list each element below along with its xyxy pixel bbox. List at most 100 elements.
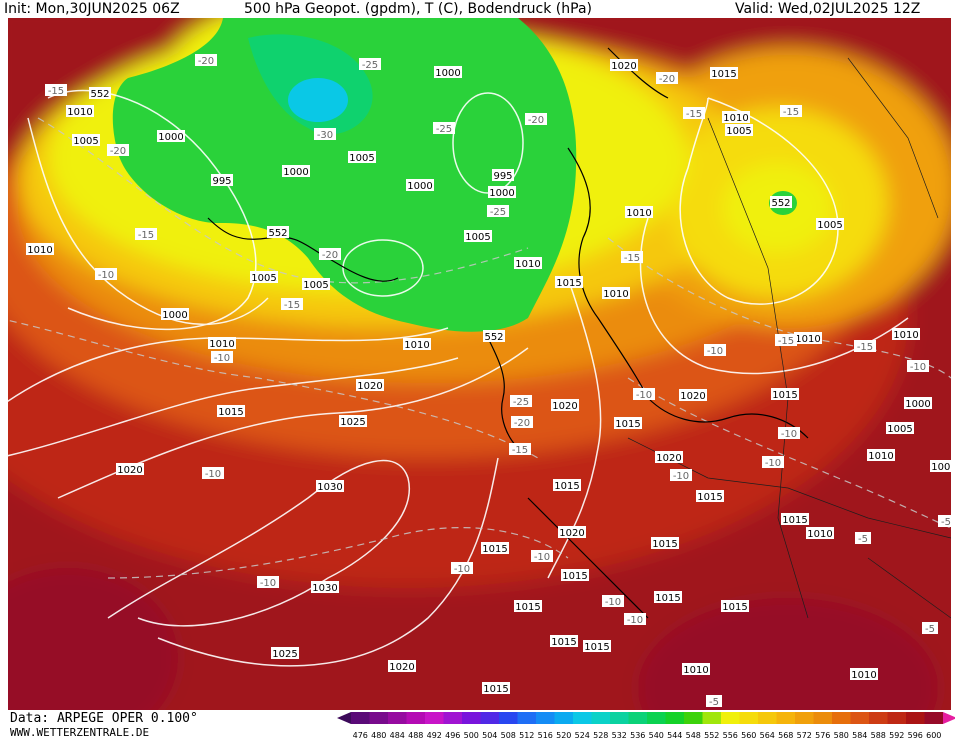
pressure-label: 995 — [492, 169, 514, 182]
pressure-label-box — [356, 379, 384, 391]
temperature-label-box — [602, 595, 624, 607]
pressure-label: 1005 — [72, 134, 100, 147]
pressure-label: 1010 — [722, 111, 750, 124]
colorbar-swatch — [425, 712, 444, 724]
pressure-label-box — [492, 169, 514, 181]
geopotential-label: 552 — [267, 226, 289, 239]
colorbar-swatch — [554, 712, 573, 724]
colorbar-tick-label: 508 — [501, 731, 516, 740]
pressure-label-text: 1005 — [726, 126, 751, 137]
weather-map-canvas: 1010 1005 1000 995 1000 1005 1000 1000 995 1000 10… — [8, 18, 951, 710]
colorbar-swatch — [721, 712, 740, 724]
pressure-label-text: 1010 — [27, 245, 52, 256]
pressure-label-box — [682, 663, 710, 675]
pressure-label-box — [282, 165, 310, 177]
pressure-label: 1015 — [654, 591, 682, 604]
temperature-label-text: -10 — [636, 390, 652, 401]
pressure-label-text: 1015 — [655, 593, 680, 604]
colorbar-tick-label: 492 — [427, 731, 442, 740]
pressure-label: 1005 — [464, 230, 492, 243]
colorbar-swatch — [610, 712, 629, 724]
map-label-layer: 1010 1005 1000 995 1000 1005 1000 1000 995 1000 10… — [26, 54, 951, 708]
colorbar-tick-label: 488 — [408, 731, 423, 740]
pressure-label-box — [794, 332, 822, 344]
colorbar-tick-label: 552 — [704, 731, 719, 740]
pressure-label: 1010 — [806, 527, 834, 540]
colorbar-swatch — [647, 712, 666, 724]
temperature-label-box — [762, 456, 784, 468]
temperature-label: -10 — [211, 351, 233, 364]
colorbar-tick-label: 496 — [445, 731, 460, 740]
init-time: Init: Mon,30JUN2025 06Z — [4, 1, 180, 17]
pressure-label-box — [614, 417, 642, 429]
colorbar-swatch — [573, 712, 592, 724]
colorbar-tick-label: 580 — [834, 731, 849, 740]
temperature-label: -10 — [202, 467, 224, 480]
temperature-label-text: -15 — [624, 253, 640, 264]
pressure-label-text: 1015 — [218, 407, 243, 418]
pressure-label-text: 1015 — [584, 642, 609, 653]
pressure-label-box — [610, 59, 638, 71]
pressure-label-box — [481, 542, 509, 554]
colorbar-swatch — [480, 712, 499, 724]
colorbar-tick-label: 532 — [612, 731, 627, 740]
temperature-label-box — [433, 122, 455, 134]
temperature-label-box — [907, 360, 929, 372]
pressure-label-text: 1015 — [483, 684, 508, 695]
pressure-label-box — [722, 111, 750, 123]
temperature-label-box — [670, 469, 692, 481]
geopotential-label-text: 552 — [268, 228, 287, 239]
pressure-label: 1020 — [558, 526, 586, 539]
colorbar-tick-label: 568 — [778, 731, 793, 740]
pressure-label: 1015 — [555, 276, 583, 289]
colorbar-swatch — [869, 712, 888, 724]
valid-time: Valid: Wed,02JUL2025 12Z — [735, 1, 921, 17]
temperature-label: -15 — [780, 105, 802, 118]
pressure-label: 995 — [211, 174, 233, 187]
pressure-label-box — [514, 257, 542, 269]
colorbar-tick-label: 536 — [630, 731, 645, 740]
pressure-label: 1005 — [816, 218, 844, 231]
pressure-label: 1015 — [481, 542, 509, 555]
pressure-label-box — [867, 449, 895, 461]
pressure-label-text: 1015 — [711, 69, 736, 80]
pressure-label-text: 1015 — [772, 390, 797, 401]
pressure-label-text: 1020 — [389, 662, 414, 673]
pressure-label: 1020 — [655, 451, 683, 464]
colorbar-swatch — [665, 712, 684, 724]
geopotential-label-box — [89, 87, 111, 99]
pressure-label: 1010 — [602, 287, 630, 300]
colorbar-swatch — [369, 712, 388, 724]
temperature-label-text: -20 — [110, 146, 126, 157]
temperature-label-text: -15 — [284, 300, 300, 311]
pressure-label-text: 1005 — [817, 220, 842, 231]
field-description: 500 hPa Geopot. (gpdm), T (C), Bodendruc… — [244, 1, 592, 17]
pressure-label: 1015 — [583, 640, 611, 653]
colorbar-swatch — [702, 712, 721, 724]
temperature-label: -25 — [510, 395, 532, 408]
colorbar-tick-label: 576 — [815, 731, 830, 740]
temperature-label-box — [780, 105, 802, 117]
geopotential-label: 552 — [770, 196, 792, 209]
pressure-label: 1015 — [721, 600, 749, 613]
pressure-label-text: 1000 — [283, 167, 308, 178]
pressure-label: 1010 — [403, 338, 431, 351]
pressure-label-box — [558, 526, 586, 538]
colorbar-tick-label: 548 — [686, 731, 701, 740]
temperature-label: -30 — [314, 128, 336, 141]
temperature-label-box — [706, 695, 722, 707]
temperature-label-text: -15 — [783, 107, 799, 118]
pressure-label-box — [514, 600, 542, 612]
pressure-label: 1010 — [794, 332, 822, 345]
temperature-label-box — [624, 613, 646, 625]
pressure-label-text: 1015 — [482, 544, 507, 555]
temperature-label-text: -5 — [858, 534, 868, 545]
pressure-label: 1010 — [625, 206, 653, 219]
temperature-label-box — [107, 144, 129, 156]
geopotential-label: 552 — [483, 330, 505, 343]
pressure-label: 1020 — [551, 399, 579, 412]
pressure-label-text: 1025 — [340, 417, 365, 428]
pressure-label: 1015 — [217, 405, 245, 418]
pressure-label: 1025 — [339, 415, 367, 428]
geopotential-label-box — [770, 196, 792, 208]
